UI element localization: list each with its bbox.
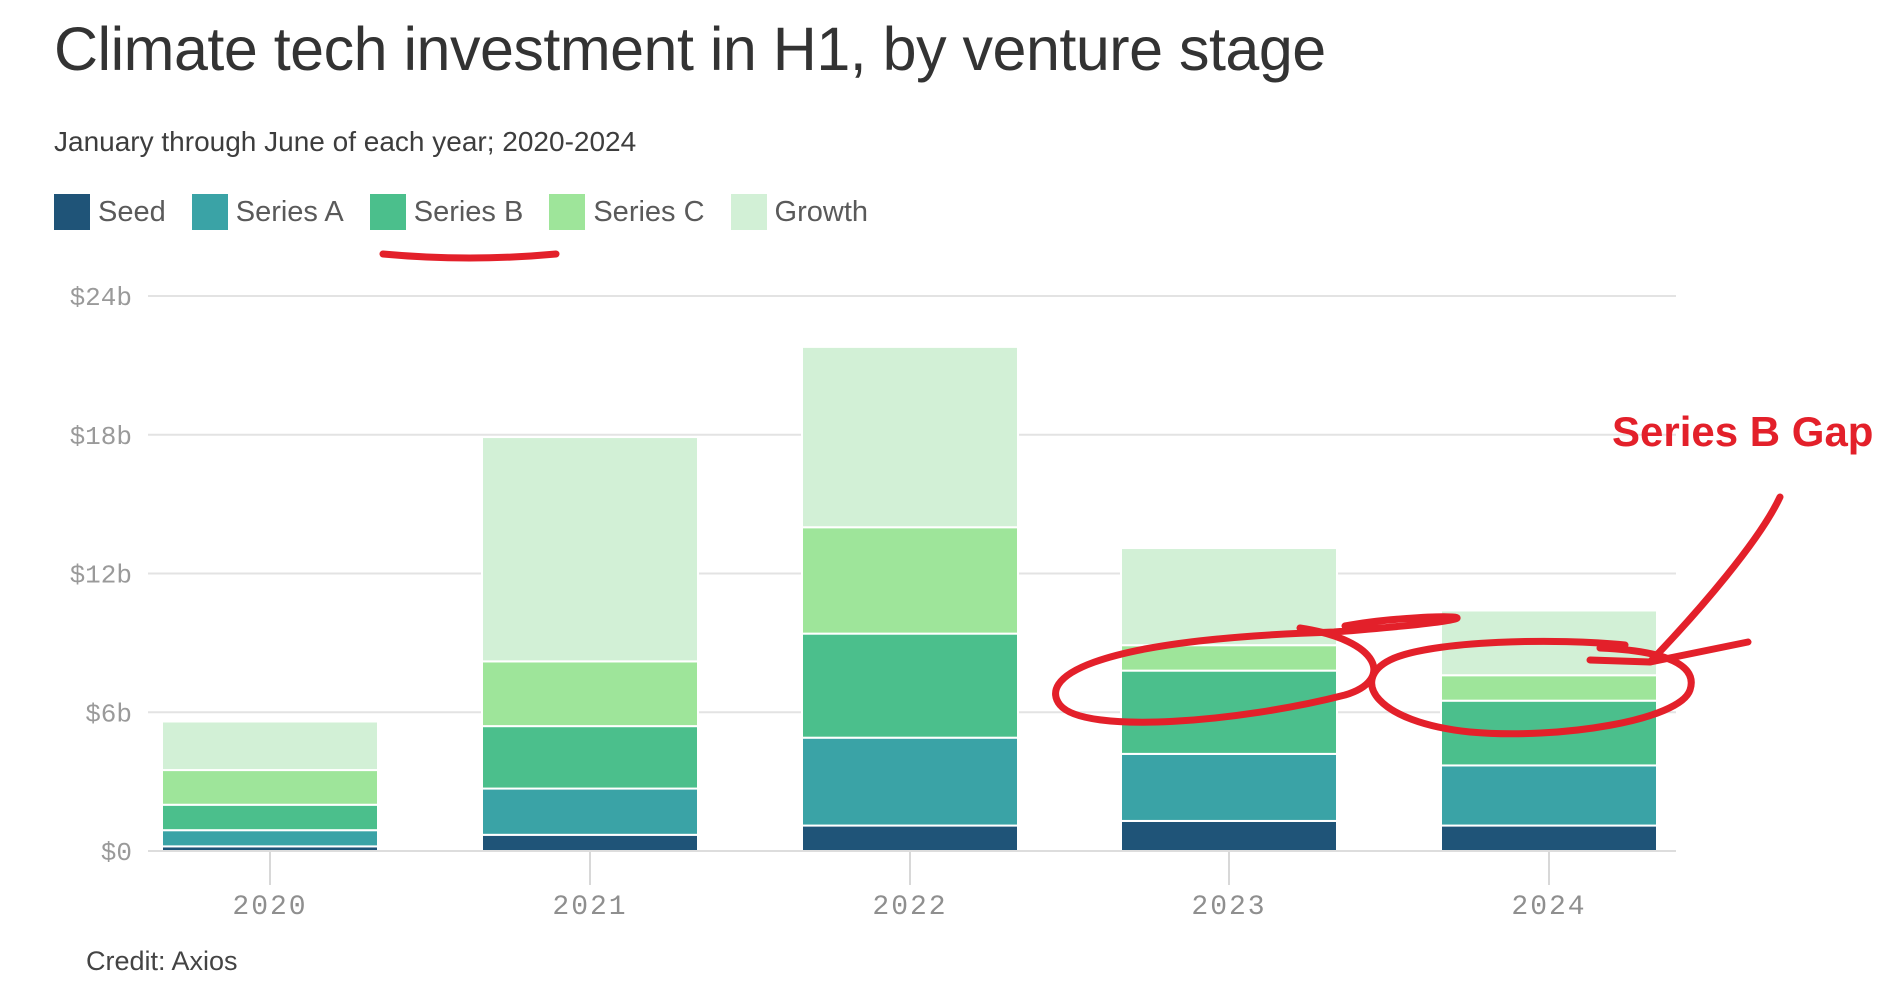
y-tick-label: $24b [70,283,132,313]
arrow-shaft [1646,493,1784,666]
axes: $0 $6b $12b $18b $24b 2020 2021 2022 2023 2024 [70,283,1676,923]
legend: Seed Series A Series B Series C Growth [54,194,894,230]
bars [161,345,1658,852]
x-tick-label: 2021 [552,892,627,923]
legend-item-series-c: Series C [549,194,705,230]
bar-segment-series-a-2024 [1440,764,1658,827]
bar-segment-series-b-2020 [161,803,379,832]
x-tick-label: 2020 [232,892,307,923]
annotation-series-b-gap: Series B Gap [1612,408,1874,455]
bar-segment-growth-2021 [481,436,699,663]
y-tick-label: $18b [70,422,132,452]
arrow-head [1586,638,1752,666]
y-tick-label: $6b [85,699,132,729]
bar-segment-seed-2023 [1120,819,1338,852]
legend-label-series-c: Series C [593,195,705,228]
bar-segment-series-c-2020 [161,769,379,806]
bar-segment-series-a-2022 [801,736,1019,827]
legend-label-series-b: Series B [413,195,524,228]
legend-swatch-series-a [191,194,228,230]
legend-label-seed: Seed [98,195,166,228]
bar-segment-series-c-2024 [1440,674,1658,702]
legend-swatch-seed [54,194,90,230]
bar-segment-series-a-2021 [481,787,699,836]
bar-segment-growth-2020 [161,720,379,772]
legend-underline-series-b [379,250,560,262]
y-tick-label: $0 [101,838,132,868]
bar-segment-seed-2022 [801,824,1019,852]
bar-segment-series-c-2022 [801,526,1019,635]
legend-item-seed: Seed [54,194,166,230]
chart-subtitle: January through June of each year; 2020-… [54,126,637,157]
x-tick-label: 2022 [872,892,947,923]
legend-item-growth: Growth [730,194,869,230]
legend-swatch-growth [730,194,767,230]
bar-segment-growth-2022 [801,345,1019,529]
y-tick-label: $12b [70,561,132,591]
annotation-marks [379,250,1784,738]
circle-2024-series-b [1368,637,1695,738]
legend-label-growth: Growth [774,195,869,228]
bar-segment-series-a-2023 [1120,752,1338,822]
bar-segment-series-b-2022 [801,632,1019,739]
legend-item-series-a: Series A [191,194,344,230]
bar-segment-series-b-2021 [481,725,699,790]
bar-segment-seed-2021 [481,833,699,852]
chart-title: Climate tech investment in H1, by ventur… [54,15,1326,83]
x-tick-label: 2023 [1191,892,1266,923]
legend-swatch-series-b [369,194,406,230]
bar-segment-series-a-2020 [161,829,379,848]
circle-2023-series-b [1052,613,1461,726]
legend-swatch-series-c [549,194,586,230]
bar-segment-series-c-2021 [481,660,699,728]
legend-item-series-b: Series B [369,194,524,230]
legend-label-series-a: Series A [235,195,344,228]
bar-segment-seed-2024 [1440,824,1658,852]
x-tick-label: 2024 [1511,892,1586,923]
bar-segment-series-b-2023 [1120,669,1338,755]
credit-text: Credit: Axios [86,946,238,976]
